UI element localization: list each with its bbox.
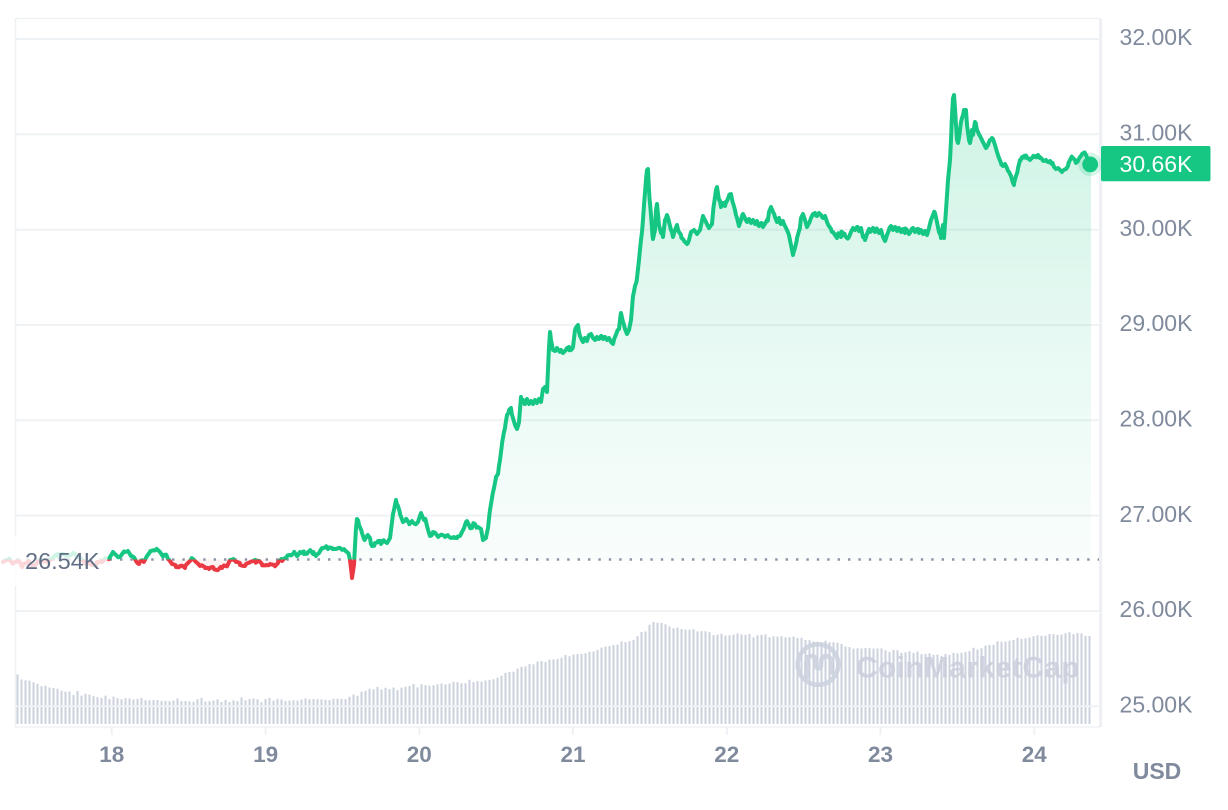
svg-text:29.00K: 29.00K <box>1120 310 1194 336</box>
svg-text:26.54K: 26.54K <box>25 548 100 574</box>
svg-text:18: 18 <box>99 742 124 767</box>
svg-text:25.00K: 25.00K <box>1120 692 1194 718</box>
svg-text:21: 21 <box>560 742 585 767</box>
svg-text:23: 23 <box>868 742 893 767</box>
svg-text:USD: USD <box>1133 758 1182 784</box>
svg-text:26.00K: 26.00K <box>1120 596 1194 622</box>
svg-text:27.00K: 27.00K <box>1120 501 1194 527</box>
svg-text:30.00K: 30.00K <box>1120 215 1194 241</box>
svg-text:31.00K: 31.00K <box>1120 120 1194 146</box>
svg-text:30.66K: 30.66K <box>1120 151 1194 177</box>
svg-text:24: 24 <box>1022 742 1048 767</box>
svg-text:CoinMarketCap: CoinMarketCap <box>856 652 1080 685</box>
svg-text:28.00K: 28.00K <box>1120 406 1194 432</box>
svg-text:19: 19 <box>253 742 278 767</box>
svg-text:20: 20 <box>407 742 432 767</box>
svg-text:32.00K: 32.00K <box>1120 24 1194 50</box>
svg-text:22: 22 <box>714 742 739 767</box>
